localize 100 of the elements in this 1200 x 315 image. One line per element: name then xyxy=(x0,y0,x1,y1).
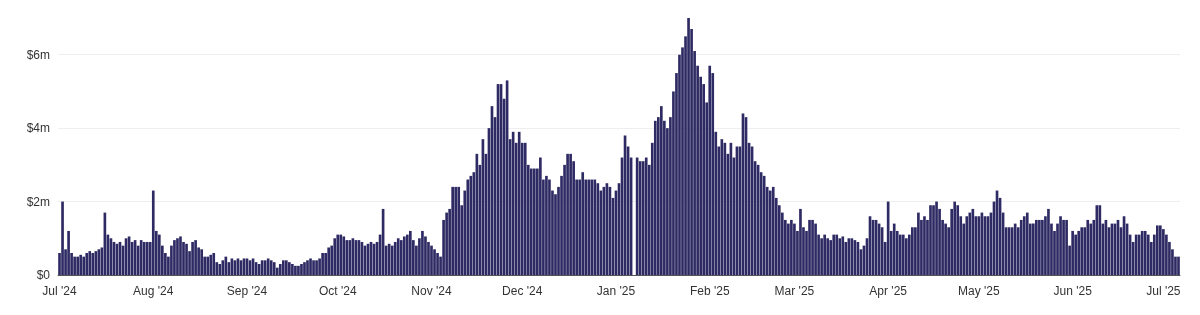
bar xyxy=(841,236,845,275)
bar xyxy=(811,219,814,275)
bar xyxy=(1143,230,1147,275)
bar xyxy=(644,157,648,275)
bar xyxy=(517,131,521,275)
x-tick-label: Jun '25 xyxy=(1053,284,1093,298)
bar xyxy=(206,256,210,275)
bar xyxy=(303,262,306,275)
bar xyxy=(823,234,826,275)
bar xyxy=(200,249,203,275)
bar xyxy=(94,251,98,275)
bar xyxy=(291,263,294,275)
bar xyxy=(433,249,436,275)
bar xyxy=(929,205,932,275)
bar xyxy=(548,179,551,275)
bar xyxy=(901,234,905,275)
x-tick-label: Aug '24 xyxy=(133,284,174,298)
bar xyxy=(820,238,823,275)
bar xyxy=(581,172,585,275)
bar xyxy=(445,212,448,275)
bar xyxy=(67,230,70,275)
bar xyxy=(396,238,400,275)
bar xyxy=(61,201,64,275)
y-tick-label: $0 xyxy=(36,268,51,282)
bar xyxy=(278,263,282,275)
bar xyxy=(593,179,597,275)
bar xyxy=(904,238,908,275)
x-tick-label: Jul '25 xyxy=(1146,284,1181,298)
bar xyxy=(336,234,340,275)
bar xyxy=(708,65,712,275)
bar xyxy=(965,216,969,275)
bar xyxy=(1047,208,1050,275)
bar xyxy=(73,256,76,275)
bar xyxy=(85,252,89,275)
bar xyxy=(1077,230,1081,275)
bar xyxy=(587,179,591,275)
bar xyxy=(1162,229,1165,275)
bar xyxy=(309,258,312,275)
bar xyxy=(1074,234,1077,275)
bar xyxy=(179,236,182,275)
bar xyxy=(76,256,79,275)
bar xyxy=(1177,256,1180,275)
bar xyxy=(402,236,406,275)
bar xyxy=(1065,219,1068,275)
bar xyxy=(590,179,594,275)
bar xyxy=(539,157,542,275)
bar xyxy=(88,251,92,275)
bar xyxy=(596,183,600,275)
bar xyxy=(1159,225,1162,275)
bar xyxy=(1062,219,1065,275)
bar xyxy=(529,168,533,275)
bar xyxy=(768,190,772,275)
bar xyxy=(923,216,926,275)
bar xyxy=(79,254,83,275)
bar xyxy=(1025,212,1029,275)
bar xyxy=(835,234,839,275)
bar xyxy=(932,205,935,275)
bar xyxy=(1019,219,1023,275)
bar xyxy=(185,243,188,275)
bar xyxy=(532,168,536,275)
x-tick-label: Jul '24 xyxy=(42,284,77,298)
bar xyxy=(393,241,397,275)
bar xyxy=(285,260,288,275)
bar xyxy=(288,262,291,275)
bar xyxy=(523,142,527,275)
bar xyxy=(771,186,775,275)
bar xyxy=(194,240,197,275)
bar xyxy=(430,245,433,275)
bar xyxy=(545,175,548,275)
bar xyxy=(306,260,309,275)
bar xyxy=(641,161,645,275)
bar xyxy=(173,240,176,275)
bar xyxy=(1022,216,1026,275)
bar xyxy=(566,153,569,275)
bar xyxy=(191,241,194,275)
bar xyxy=(454,186,458,275)
y-tick-label: $2m xyxy=(26,194,50,209)
bar xyxy=(399,240,403,275)
bar xyxy=(1031,223,1035,275)
x-tick-label: Feb '25 xyxy=(689,284,730,298)
bar xyxy=(1041,219,1044,275)
bar xyxy=(1059,216,1062,275)
bar xyxy=(409,230,412,275)
bar xyxy=(838,238,842,275)
bar xyxy=(327,247,330,275)
bar xyxy=(218,263,222,275)
bar xyxy=(1086,219,1090,275)
bar xyxy=(1155,225,1159,275)
bar xyxy=(451,186,454,275)
bar xyxy=(91,252,95,275)
bar xyxy=(82,256,86,275)
x-tick-label: Sep '24 xyxy=(226,284,268,298)
x-tick-label: Oct '24 xyxy=(318,284,357,298)
bar xyxy=(953,201,957,275)
bar xyxy=(569,153,572,275)
bar xyxy=(1071,230,1074,275)
bar xyxy=(917,212,920,275)
bar xyxy=(935,201,938,275)
bar xyxy=(787,223,790,275)
bar xyxy=(687,18,690,275)
